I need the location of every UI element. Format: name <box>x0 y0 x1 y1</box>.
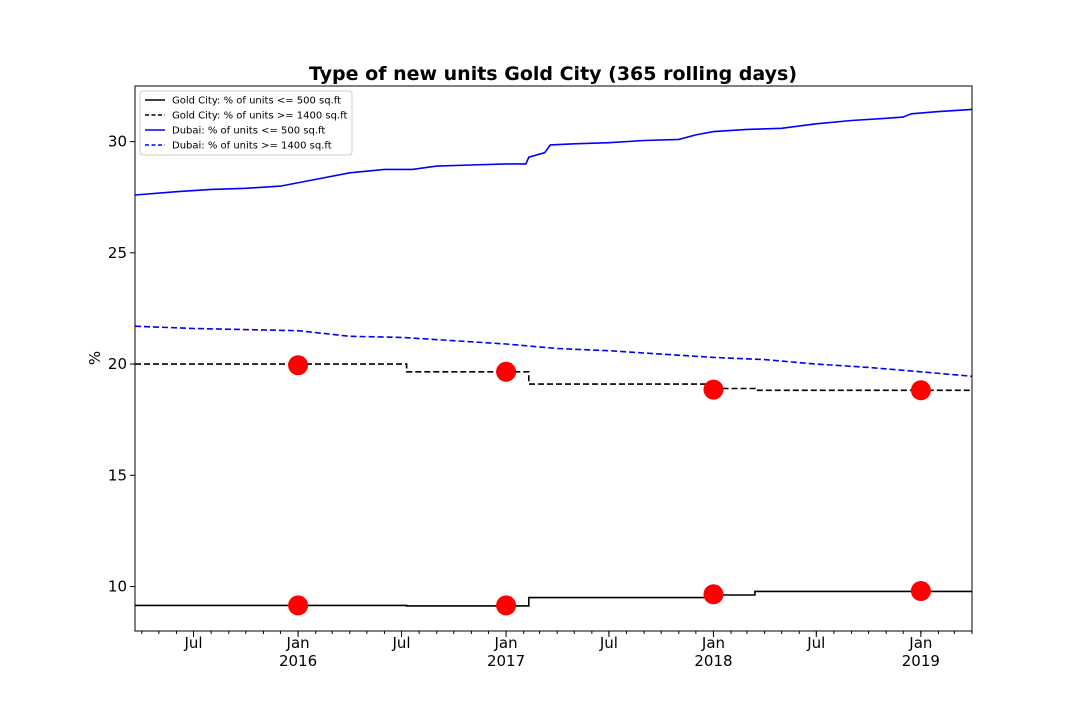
y-tick-label: 30 <box>108 133 127 151</box>
marker-point-8 <box>910 380 931 401</box>
marker-layer <box>288 355 931 616</box>
x-tick-label: Jul <box>599 634 618 652</box>
legend: Gold City: % of units <= 500 sq.ft Gold C… <box>139 90 353 156</box>
x-tick-label: Jul <box>183 634 202 652</box>
marker-point-6 <box>496 361 517 382</box>
y-tick-label: 10 <box>108 578 127 596</box>
marker-point-4 <box>910 581 931 601</box>
chart-title: Type of new units Gold City (365 rolling… <box>309 63 797 85</box>
legend-label-4: Dubai: % of units >= 1400 sq.ft <box>172 141 332 152</box>
legend-label-2: Gold City: % of units >= 1400 sq.ft <box>172 111 347 122</box>
y-tick-label: 20 <box>108 355 127 373</box>
legend-box <box>139 90 353 156</box>
x-tick-label: Jan <box>286 634 310 652</box>
legend-label-3: Dubai: % of units <= 500 sq.ft <box>172 126 325 137</box>
x-tick-label: Jul <box>391 634 410 652</box>
y-axis-label: % <box>86 351 104 365</box>
x-tick-label: Jan <box>493 634 517 652</box>
series-line-1 <box>135 590 972 607</box>
legend-label-1: Gold City: % of units <= 500 sq.ft <box>172 96 341 107</box>
marker-point-5 <box>288 355 309 376</box>
x-tick-label: Jan <box>701 634 725 652</box>
marker-point-1 <box>288 595 309 616</box>
series-line-2 <box>135 363 972 392</box>
x-tick-year-label: 2016 <box>279 652 317 670</box>
marker-point-7 <box>703 379 724 400</box>
marker-point-3 <box>703 584 724 605</box>
marker-point-2 <box>496 595 517 616</box>
series-line-4 <box>134 325 973 378</box>
y-tick-label: 15 <box>108 466 127 484</box>
series-line-3 <box>134 108 973 196</box>
series-layer <box>134 108 973 607</box>
x-tick-year-label: 2018 <box>694 652 732 670</box>
x-tick-year-label: 2019 <box>902 652 940 670</box>
x-tick-year-label: 2017 <box>487 652 525 670</box>
x-tick-label: Jul <box>806 634 825 652</box>
y-tick-label: 25 <box>108 244 127 262</box>
x-tick-label: Jan <box>908 634 932 652</box>
plot-frame <box>134 85 973 632</box>
